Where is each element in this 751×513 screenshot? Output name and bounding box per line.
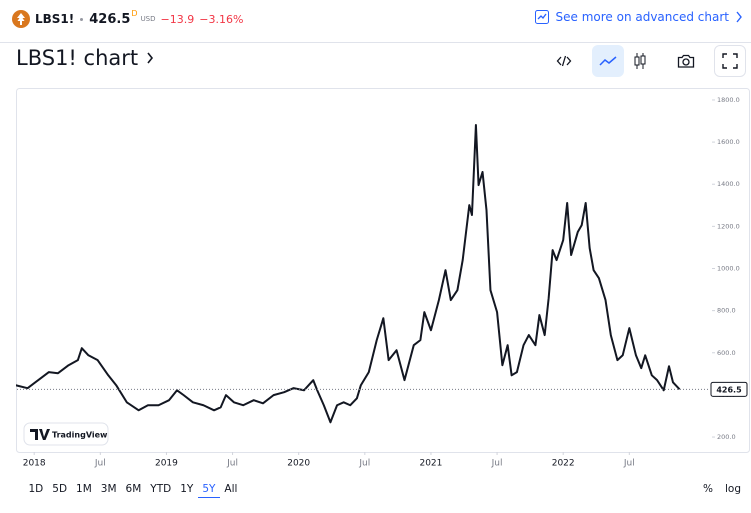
x-tick-label: Jul — [358, 459, 370, 469]
brand-badge[interactable]: TradingView — [23, 422, 109, 446]
price-change-pct: −3.16% — [199, 12, 244, 26]
symbol-logo — [12, 10, 30, 28]
range-button[interactable]: 1D — [28, 483, 44, 495]
x-tick-label: 2020 — [287, 459, 310, 469]
x-tick-label: 2021 — [419, 459, 442, 469]
candle-style-button[interactable] — [624, 45, 656, 77]
chart-frame — [16, 88, 750, 453]
x-tick-label: 2019 — [155, 459, 178, 469]
symbol-header: LBS1! 426.5 D USD −13.9 −3.16% — [12, 8, 243, 30]
range-button[interactable]: 6M — [125, 483, 142, 495]
range-button[interactable]: 1Y — [180, 483, 194, 495]
embed-button[interactable] — [548, 45, 580, 77]
y-tick-label: 1000.0 — [717, 264, 740, 272]
candle-icon — [634, 53, 646, 69]
range-button[interactable]: 1M — [76, 483, 92, 495]
y-tick-label: 1200.0 — [717, 222, 740, 230]
y-tick-label: 600.0 — [717, 349, 736, 357]
line-style-button[interactable] — [592, 45, 624, 77]
scale-button[interactable]: % — [703, 483, 713, 495]
x-tick-label: Jul — [623, 459, 635, 469]
y-tick-label: 1400.0 — [717, 180, 740, 188]
range-button[interactable]: 3M — [100, 483, 117, 495]
y-tick-label: 200.0 — [717, 433, 736, 441]
scale-bar: % log — [703, 481, 741, 497]
status-dot — [80, 17, 84, 21]
chart-heading[interactable]: LBS1! chart — [16, 46, 154, 70]
link-icon — [534, 10, 549, 24]
brand-logo — [30, 429, 50, 440]
last-price: 426.5 — [89, 11, 131, 27]
x-tick-label: Jul — [94, 459, 106, 469]
chevron — [147, 52, 154, 64]
price-change: −13.9 — [160, 12, 195, 26]
scale-button[interactable]: log — [724, 483, 741, 495]
x-tick-label: Jul — [226, 459, 238, 469]
link-text[interactable]: See more on advanced chart — [555, 10, 730, 24]
chart-title[interactable]: LBS1! chart — [16, 46, 139, 70]
line-icon — [599, 56, 617, 66]
chart: 200.0400.0600.0800.01000.01200.01400.016… — [16, 88, 750, 469]
x-tick-label: Jul — [491, 459, 503, 469]
y-tick-label: 1800.0 — [717, 96, 740, 104]
advanced-chart-link[interactable]: See more on advanced chart — [534, 9, 744, 25]
fullscreen-icon — [722, 53, 738, 69]
fullscreen-button[interactable] — [714, 45, 746, 77]
y-tick-label: 1600.0 — [717, 138, 740, 146]
currency: USD — [140, 15, 156, 23]
x-tick-label: 2022 — [552, 459, 575, 469]
x-tick-label: 2018 — [23, 459, 46, 469]
last-price-box — [710, 381, 748, 397]
snapshot-button[interactable] — [670, 45, 702, 77]
price-suffix: D — [131, 9, 138, 18]
range-bar: 1D 5D 1M 3M 6M YTD 1Y 5Y All — [24, 481, 242, 498]
price-line — [16, 124, 681, 424]
range-button[interactable]: 5Y — [197, 481, 220, 498]
embed-icon — [556, 55, 572, 67]
range-button[interactable]: YTD — [150, 483, 172, 495]
divider — [0, 42, 751, 43]
range-button[interactable]: 5D — [52, 483, 68, 495]
chevron — [736, 11, 742, 23]
logo-icon — [17, 13, 25, 25]
last-price-label: 426.5 — [716, 385, 742, 394]
y-tick-label: 800.0 — [717, 307, 736, 315]
camera-icon — [677, 54, 695, 68]
brand-text: TradingView — [52, 431, 108, 440]
range-button[interactable]: All — [224, 483, 238, 495]
symbol: LBS1! — [35, 12, 75, 26]
